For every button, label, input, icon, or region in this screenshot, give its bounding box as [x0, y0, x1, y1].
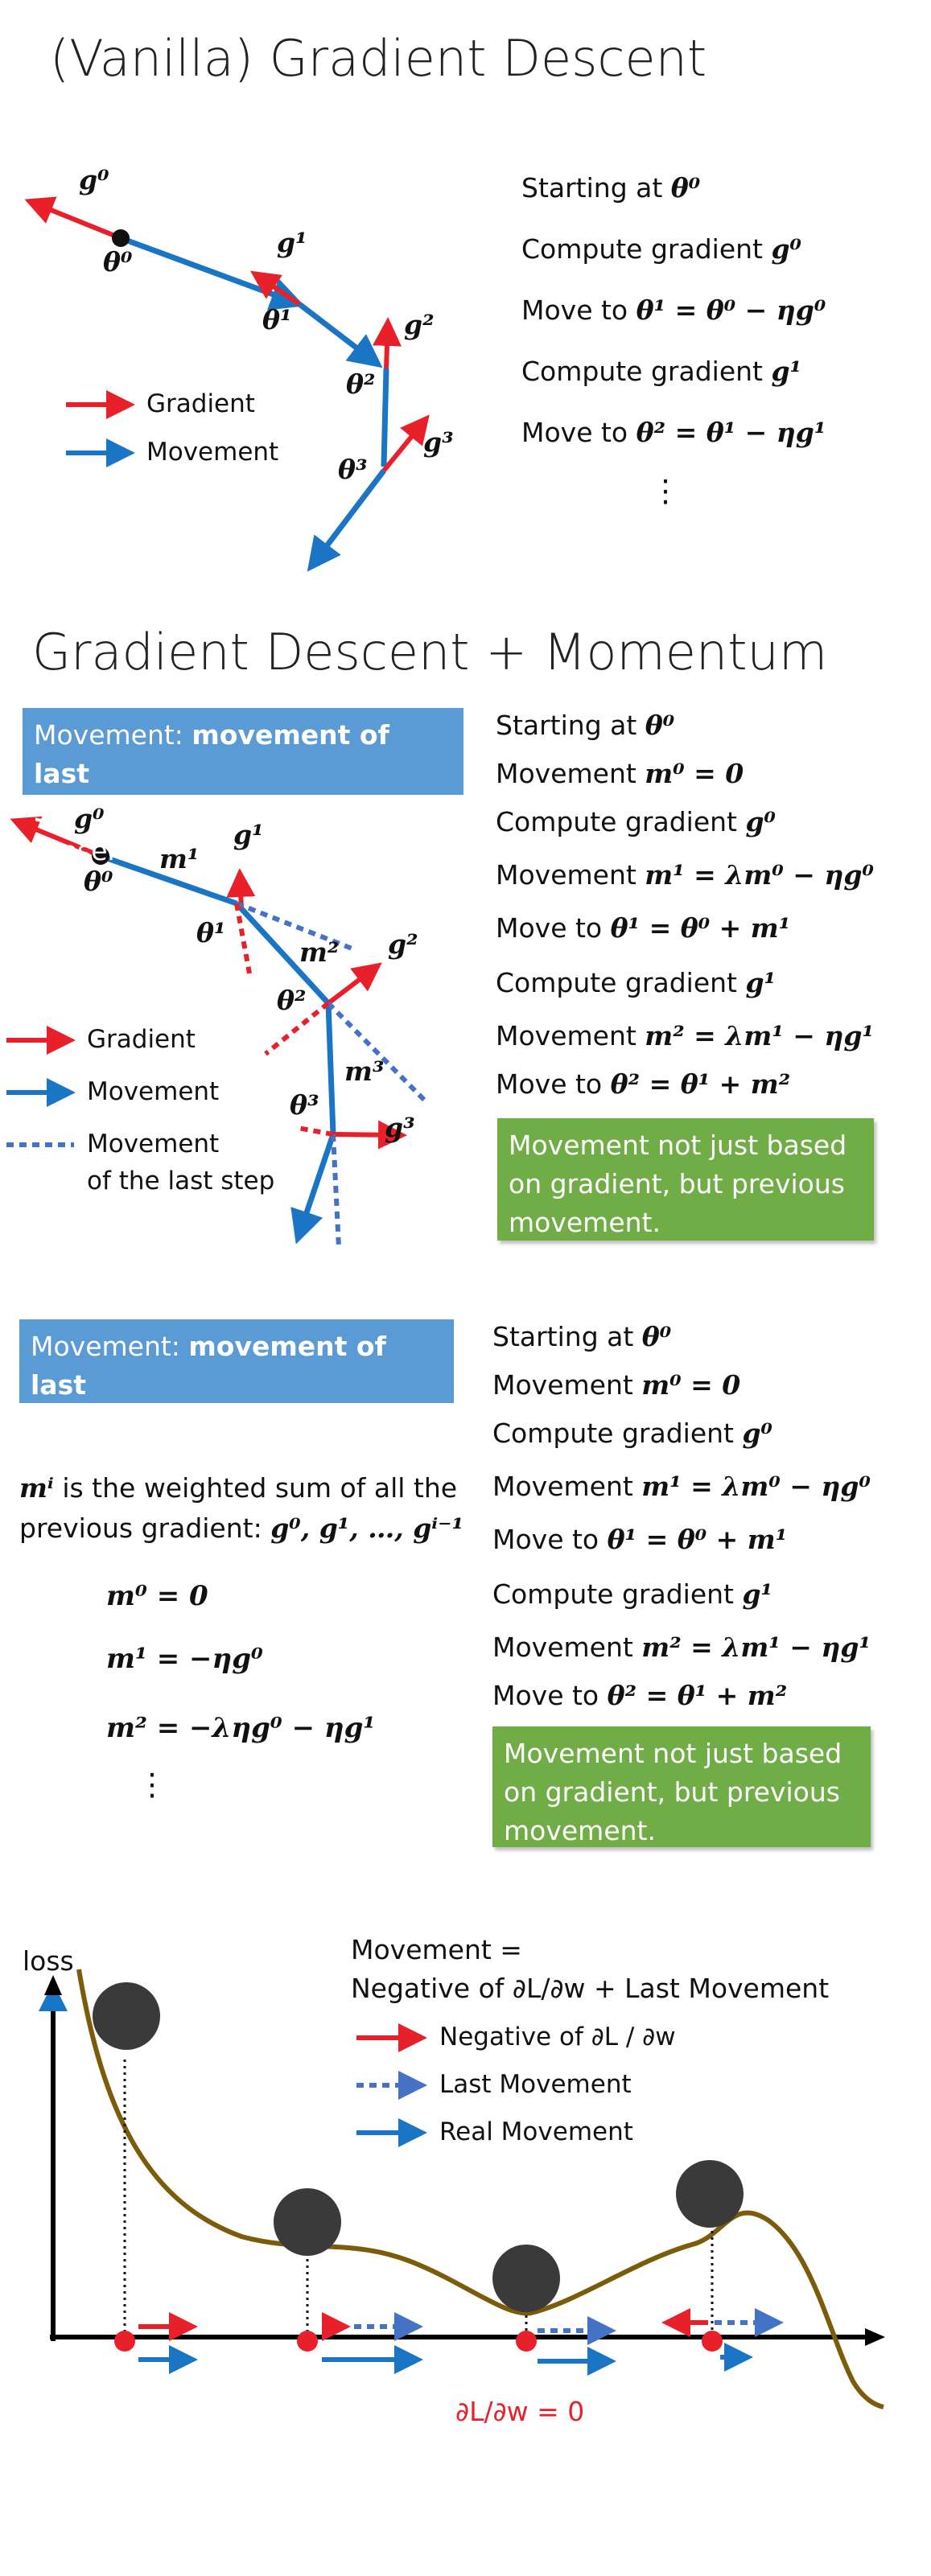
momentum-path — [10, 816, 429, 1248]
legend-movement-label: Movement — [146, 438, 279, 467]
label2-m3: m³ — [344, 1056, 385, 1087]
label-theta1: θ¹ — [262, 304, 292, 335]
step2-3: Movement m¹ = λm⁰ − ηg⁰ — [496, 859, 874, 891]
label-g0: g⁰ — [79, 164, 109, 195]
label2-theta1: θ¹ — [196, 917, 226, 949]
label-theta3: θ³ — [338, 454, 368, 485]
label2-theta2: θ² — [277, 985, 307, 1016]
vanilla-path — [24, 196, 430, 572]
step3-5: Compute gradient g¹ — [492, 1578, 773, 1610]
step2-7: Move to θ² = θ¹ + m² — [496, 1068, 791, 1100]
movement-heading-1: Movement = — [351, 1934, 522, 1965]
y-axis-label: loss — [23, 1945, 74, 1977]
legend2-last-label1: Movement — [87, 1130, 220, 1158]
legend2-movement-label: Movement — [87, 1077, 220, 1106]
label2-g1: g¹ — [233, 819, 264, 850]
step2-4: Move to θ¹ = θ⁰ + m¹ — [496, 912, 791, 944]
step1-3: Compute gradient g¹ — [521, 356, 802, 387]
zero-gradient-label: ∂L/∂w = 0 — [455, 2396, 585, 2427]
step2-2: Compute gradient g⁰ — [496, 806, 777, 837]
legend-gradient-label: Gradient — [146, 389, 255, 418]
step3-3: Movement m¹ = λm⁰ − ηg⁰ — [492, 1471, 871, 1502]
label-g3: g³ — [423, 426, 454, 458]
label2-g0: g⁰ — [74, 803, 105, 834]
eq-m0: m⁰ = 0 — [106, 1580, 208, 1612]
legend4-real-label: Real Movement — [439, 2117, 633, 2146]
momentum-definition-box: Movement: movement of last step minus gr… — [23, 708, 463, 866]
section2-title: Gradient Descent + Momentum — [32, 623, 828, 681]
legend2-last-label2: of the last step — [87, 1167, 275, 1195]
step2-1: Movement m⁰ = 0 — [496, 758, 744, 789]
step1-0: Starting at θ⁰ — [521, 172, 701, 204]
step3-7: Move to θ² = θ¹ + m² — [492, 1680, 788, 1711]
legend2-gradient-label: Gradient — [87, 1025, 196, 1054]
label-g2: g² — [404, 309, 435, 340]
eq-m2: m² = −ληg⁰ − ηg¹ — [106, 1712, 376, 1744]
label2-g2: g² — [388, 928, 418, 960]
mi-description-line2: previous gradient: g⁰, g¹, …, gⁱ⁻¹ — [19, 1512, 464, 1544]
ball-1 — [93, 1982, 160, 2050]
step2-5: Compute gradient g¹ — [496, 967, 777, 998]
ball-3 — [492, 2245, 560, 2312]
label-g1: g¹ — [277, 227, 307, 258]
ball-2 — [274, 2188, 341, 2256]
step3-6: Movement m² = λm¹ − ηg¹ — [492, 1632, 871, 1663]
eq-ellipsis: ⋮ — [137, 1767, 167, 1802]
step1-1: Compute gradient g⁰ — [521, 233, 802, 265]
loss-plot — [39, 1969, 885, 2409]
label2-theta0: θ⁰ — [84, 866, 113, 897]
step2-6: Movement m² = λm¹ − ηg¹ — [496, 1020, 874, 1051]
step1-2: Move to θ¹ = θ⁰ − ηg⁰ — [521, 294, 826, 326]
step3-0: Starting at θ⁰ — [492, 1321, 672, 1352]
step2-0: Starting at θ⁰ — [496, 710, 675, 741]
step3-1: Movement m⁰ = 0 — [492, 1369, 741, 1401]
label2-theta3: θ³ — [290, 1089, 319, 1121]
legend4-neg-label: Negative of ∂L / ∂w — [439, 2023, 676, 2051]
momentum-note-box-2: Movement not just based on gradient, but… — [492, 1726, 871, 1847]
label2-m1: m¹ — [159, 843, 200, 874]
legend4-last-label: Last Movement — [439, 2070, 632, 2099]
label2-g3: g³ — [385, 1112, 415, 1143]
step3-2: Compute gradient g⁰ — [492, 1418, 773, 1449]
ball-4 — [676, 2160, 744, 2228]
eq-m1: m¹ = −ηg⁰ — [106, 1643, 263, 1675]
label2-m2: m² — [299, 936, 340, 968]
movement-heading-2: Negative of ∂L/∂w + Last Movement — [351, 1973, 830, 2004]
step1-4: Move to θ² = θ¹ − ηg¹ — [521, 417, 826, 448]
start-point — [112, 229, 130, 247]
mi-description-line1: mⁱ is the weighted sum of all the — [19, 1472, 458, 1504]
label-theta0: θ⁰ — [103, 246, 133, 278]
momentum-note-box: Movement not just based on gradient, but… — [497, 1118, 874, 1241]
label-theta2: θ² — [346, 368, 376, 400]
step3-4: Move to θ¹ = θ⁰ + m¹ — [492, 1524, 788, 1555]
step1-ellipsis: ⋮ — [650, 473, 681, 508]
momentum-definition-box-2: Movement: movement of last step minus gr… — [19, 1319, 454, 1478]
section1-title: (Vanilla) Gradient Descent — [50, 29, 707, 88]
